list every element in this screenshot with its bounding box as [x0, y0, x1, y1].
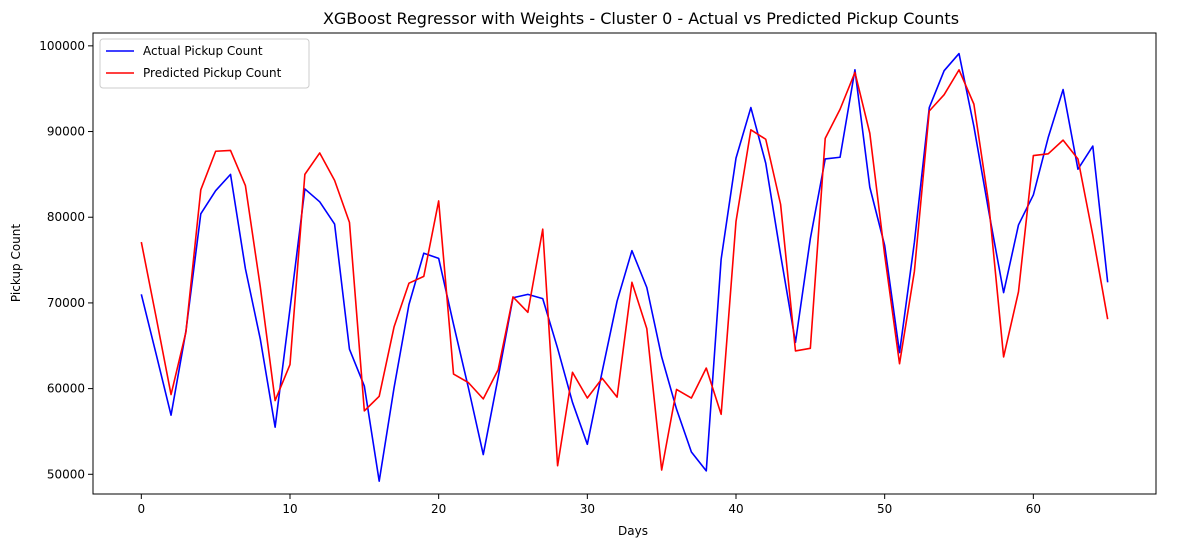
x-tick-label: 50	[877, 502, 892, 516]
x-tick-label: 20	[431, 502, 446, 516]
plot-frame	[92, 32, 1157, 495]
x-axis-label: Days	[618, 524, 648, 538]
x-tick-label: 60	[1026, 502, 1041, 516]
x-axis: 0 10 20 30 40 50 60	[137, 494, 1041, 516]
x-tick-label: 40	[728, 502, 743, 516]
y-axis-label: Pickup Count	[9, 224, 23, 302]
y-axis: 50000 60000 70000 80000 90000 100000	[39, 39, 93, 481]
x-tick-label: 10	[282, 502, 297, 516]
x-tick-label: 0	[137, 502, 145, 516]
y-tick-label: 50000	[47, 467, 85, 481]
y-tick-label: 80000	[47, 210, 85, 224]
series-line-predicted	[140, 69, 1109, 471]
y-tick-label: 70000	[47, 296, 85, 310]
legend-label: Actual Pickup Count	[143, 44, 263, 58]
legend: Actual Pickup Count Predicted Pickup Coun…	[99, 38, 310, 89]
legend-label: Predicted Pickup Count	[143, 66, 282, 80]
chart-title: XGBoost Regressor with Weights - Cluster…	[323, 9, 959, 28]
x-tick-label: 30	[580, 502, 595, 516]
y-tick-label: 90000	[47, 125, 85, 139]
series-line-actual	[140, 52, 1109, 482]
y-tick-label: 100000	[39, 39, 85, 53]
legend-box	[99, 38, 310, 89]
plot-area	[140, 52, 1109, 482]
y-tick-label: 60000	[47, 382, 85, 396]
